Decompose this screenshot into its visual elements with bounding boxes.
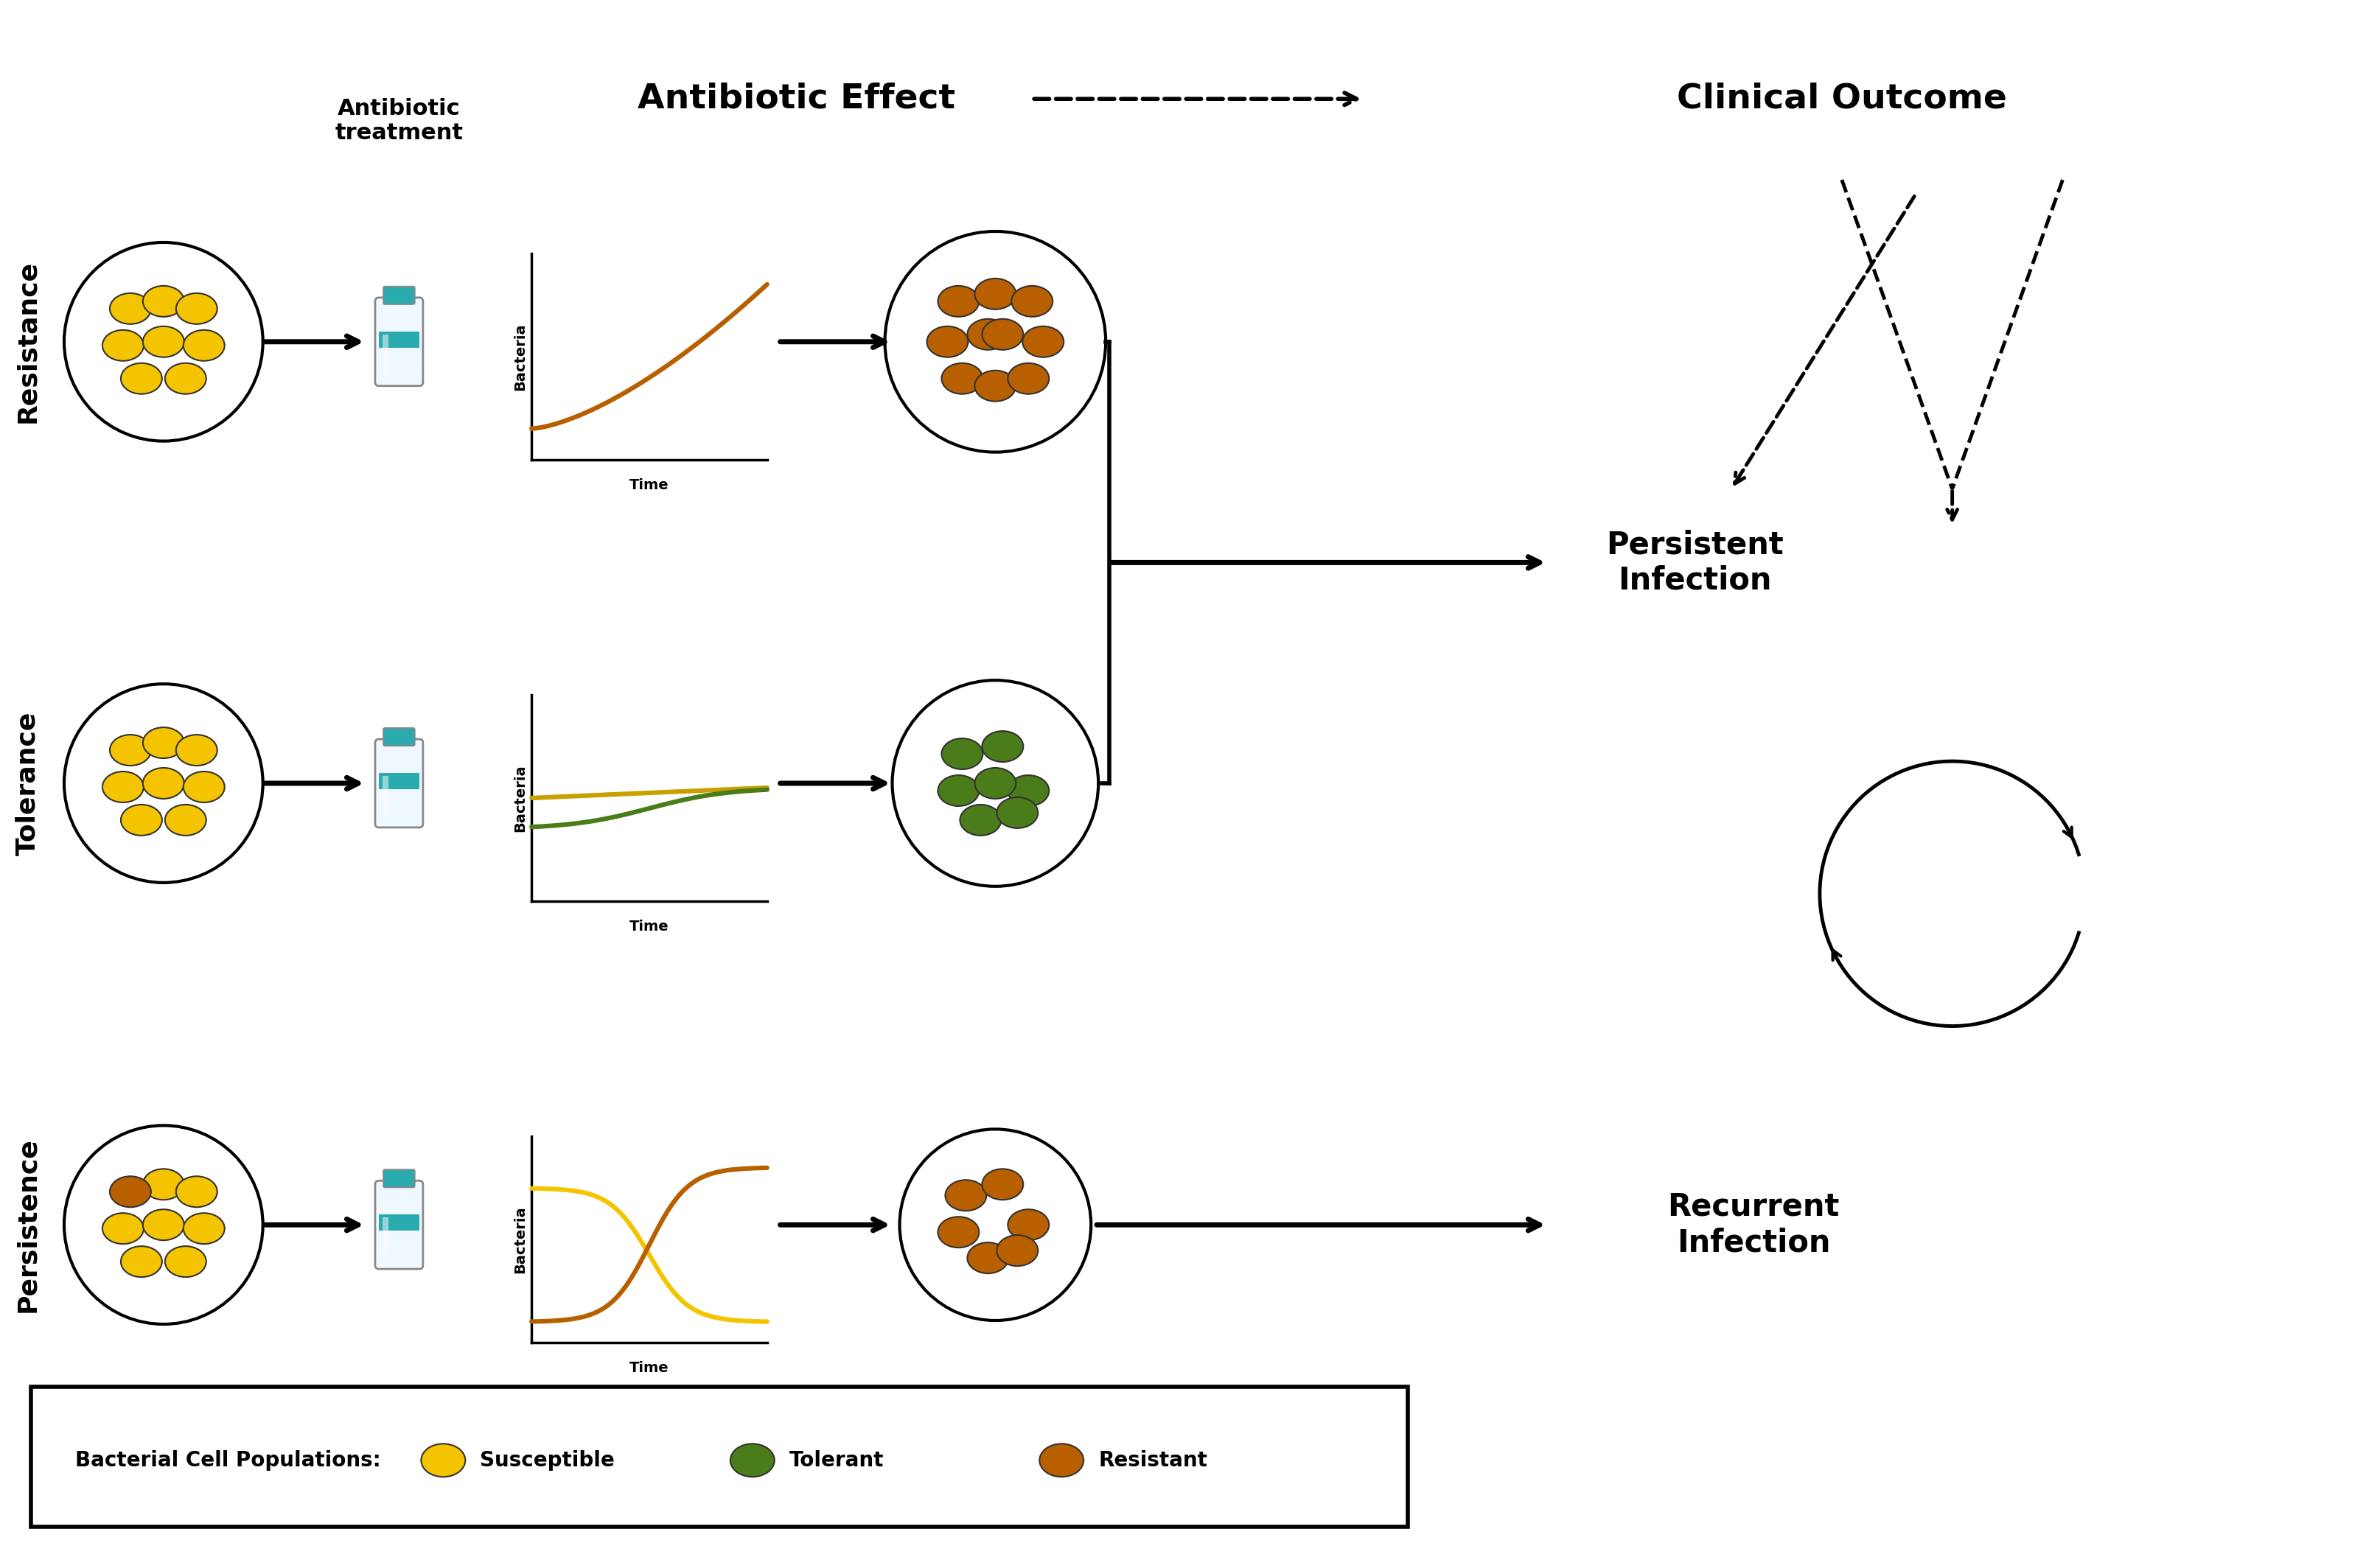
Bar <box>378 332 419 347</box>
Text: Time: Time <box>628 1361 669 1375</box>
Ellipse shape <box>102 772 143 802</box>
Ellipse shape <box>973 279 1016 310</box>
Ellipse shape <box>940 738 983 769</box>
Ellipse shape <box>176 293 217 324</box>
Text: Bacteria: Bacteria <box>514 1205 528 1274</box>
Ellipse shape <box>143 327 183 357</box>
Ellipse shape <box>121 1246 162 1277</box>
Ellipse shape <box>1012 286 1052 316</box>
Ellipse shape <box>143 286 183 316</box>
Circle shape <box>64 684 262 883</box>
Ellipse shape <box>973 371 1016 402</box>
Ellipse shape <box>731 1443 774 1478</box>
Text: Time: Time <box>628 920 669 934</box>
Ellipse shape <box>143 1169 183 1200</box>
FancyBboxPatch shape <box>31 1387 1407 1526</box>
Ellipse shape <box>102 1213 143 1244</box>
Ellipse shape <box>945 1180 985 1211</box>
Ellipse shape <box>121 363 162 394</box>
FancyBboxPatch shape <box>376 297 424 386</box>
Ellipse shape <box>1007 363 1050 394</box>
Ellipse shape <box>143 1210 183 1241</box>
Bar <box>383 1218 388 1258</box>
FancyBboxPatch shape <box>383 286 414 304</box>
Bar <box>383 335 388 375</box>
Ellipse shape <box>143 727 183 758</box>
Text: Bacteria: Bacteria <box>514 322 528 391</box>
Ellipse shape <box>109 293 150 324</box>
FancyBboxPatch shape <box>383 729 414 746</box>
Circle shape <box>64 243 262 441</box>
Circle shape <box>892 680 1097 886</box>
Ellipse shape <box>164 805 207 836</box>
Text: Persistence: Persistence <box>14 1137 40 1313</box>
Ellipse shape <box>109 735 150 766</box>
Text: Bacterial Cell Populations:: Bacterial Cell Populations: <box>76 1450 381 1471</box>
Ellipse shape <box>176 1176 217 1207</box>
Ellipse shape <box>109 1176 150 1207</box>
Text: Bacteria: Bacteria <box>514 764 528 831</box>
Text: Antibiotic Effect: Antibiotic Effect <box>638 83 954 115</box>
Ellipse shape <box>938 775 978 807</box>
Ellipse shape <box>143 768 183 799</box>
Ellipse shape <box>183 1213 224 1244</box>
Ellipse shape <box>183 330 224 361</box>
Ellipse shape <box>966 319 1009 350</box>
Circle shape <box>885 232 1104 452</box>
FancyBboxPatch shape <box>376 740 424 827</box>
Ellipse shape <box>997 1235 1038 1266</box>
Ellipse shape <box>938 286 978 316</box>
Ellipse shape <box>973 768 1016 799</box>
Ellipse shape <box>183 772 224 802</box>
Ellipse shape <box>966 1242 1009 1274</box>
Ellipse shape <box>176 735 217 766</box>
Circle shape <box>64 1126 262 1323</box>
Ellipse shape <box>1007 1210 1050 1241</box>
Text: Time: Time <box>628 478 669 492</box>
Ellipse shape <box>164 1246 207 1277</box>
Ellipse shape <box>421 1443 464 1478</box>
Text: Tolerant: Tolerant <box>788 1450 883 1471</box>
Text: Tolerance: Tolerance <box>14 712 40 855</box>
Text: Recurrent
Infection: Recurrent Infection <box>1666 1191 1840 1258</box>
Text: Resistance: Resistance <box>14 260 40 424</box>
Ellipse shape <box>121 805 162 836</box>
FancyBboxPatch shape <box>376 1180 424 1269</box>
Ellipse shape <box>1040 1443 1083 1478</box>
Text: Resistant: Resistant <box>1097 1450 1207 1471</box>
Ellipse shape <box>1007 775 1050 807</box>
Text: Susceptible: Susceptible <box>481 1450 614 1471</box>
Ellipse shape <box>997 797 1038 828</box>
Text: Antibiotic
treatment: Antibiotic treatment <box>336 98 464 145</box>
Bar <box>378 772 419 789</box>
Ellipse shape <box>926 327 969 357</box>
Ellipse shape <box>1023 327 1064 357</box>
Ellipse shape <box>938 1216 978 1247</box>
Ellipse shape <box>981 319 1023 350</box>
Ellipse shape <box>940 363 983 394</box>
Bar <box>378 1214 419 1230</box>
Ellipse shape <box>959 805 1002 836</box>
Ellipse shape <box>102 330 143 361</box>
Text: Clinical Outcome: Clinical Outcome <box>1676 83 2006 115</box>
Ellipse shape <box>981 1169 1023 1200</box>
Bar <box>383 775 388 816</box>
Ellipse shape <box>164 363 207 394</box>
Ellipse shape <box>981 732 1023 761</box>
Text: Persistent
Infection: Persistent Infection <box>1607 529 1783 596</box>
Circle shape <box>900 1129 1090 1320</box>
FancyBboxPatch shape <box>383 1169 414 1188</box>
